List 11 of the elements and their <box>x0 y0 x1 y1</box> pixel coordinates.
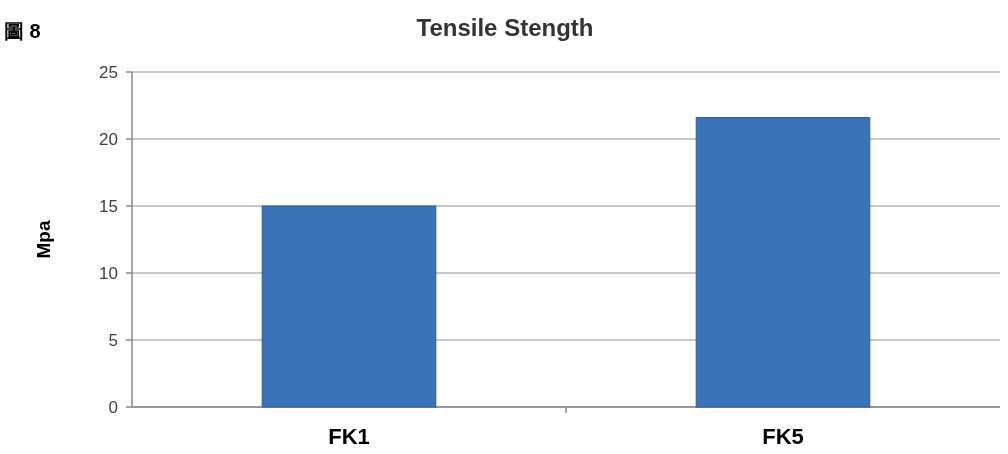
caption: 圖 8 <box>4 20 41 42</box>
y-tick-label: 20 <box>99 130 118 149</box>
x-tick-label: FK5 <box>762 424 804 449</box>
y-tick-label: 15 <box>99 197 118 216</box>
x-tick-label: FK1 <box>328 424 370 449</box>
y-tick-label: 25 <box>99 63 118 82</box>
y-tick-label: 0 <box>108 398 118 417</box>
chart-title: Tensile Stength <box>416 14 594 41</box>
y-axis-title: Mpa <box>33 220 54 259</box>
y-tick-label: 10 <box>99 264 118 283</box>
y-tick-label: 5 <box>108 331 118 350</box>
